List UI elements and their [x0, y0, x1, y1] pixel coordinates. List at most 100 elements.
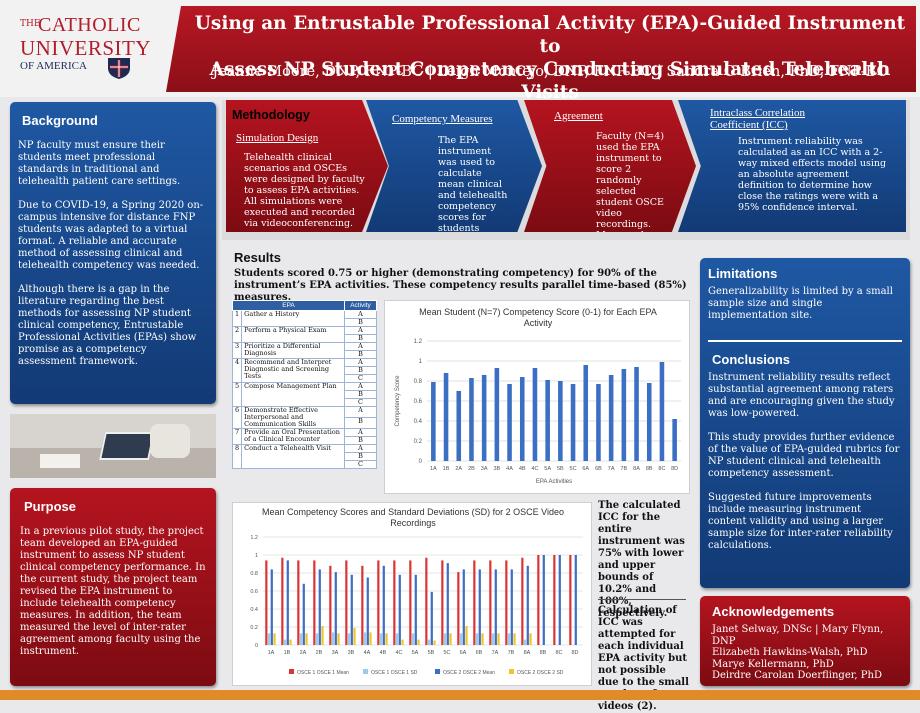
bar-4 — [433, 640, 436, 645]
x-tick-label: 8A — [633, 466, 640, 472]
background-box: Background NP faculty must ensure their … — [10, 102, 216, 404]
bar-3 — [430, 591, 433, 645]
x-tick-label: 5C — [443, 650, 450, 656]
bar-1 — [377, 560, 380, 645]
limitations-text: Generalizability is limited by a small s… — [708, 286, 893, 321]
bar-3 — [510, 569, 513, 645]
background-paragraph: Although there is a gap in the literatur… — [18, 284, 197, 367]
acknowledgements-title: Acknowledgements — [712, 604, 835, 619]
logo-university: UNIVERSITY — [20, 36, 151, 60]
logo-of-america: OF AMERICA — [20, 60, 87, 72]
bar-4 — [321, 626, 324, 645]
legend-label: OSCE 1 OSCE 1 SD — [371, 670, 418, 676]
bar-1 — [425, 557, 428, 645]
epa-number: 5 — [231, 382, 243, 407]
x-tick-label: 7A — [608, 466, 615, 472]
background-text: NP faculty must ensure their students me… — [18, 140, 208, 368]
bar-4 — [305, 633, 308, 645]
y-axis-label: Competency Score — [395, 375, 401, 427]
poster-title: Using an Entrustable Professional Activi… — [190, 12, 910, 104]
legend-swatch — [435, 669, 440, 674]
x-tick-label: 2B — [316, 650, 323, 656]
bar — [481, 375, 487, 461]
x-tick-label: 8A — [524, 650, 531, 656]
x-tick-label: 5A — [544, 466, 551, 472]
epa-name: Provide an Oral Presentation of a Clinic… — [241, 428, 345, 445]
purpose-title: Purpose — [24, 499, 77, 514]
methodology-chevron-3: Agreement Faculty (N=4) used the EPA ins… — [524, 100, 696, 232]
competency-measures-text: The EPA instrument was used to calculate… — [438, 135, 508, 234]
bar — [545, 380, 550, 461]
bar-1 — [281, 557, 284, 645]
x-tick-label: 3A — [481, 466, 488, 472]
bar-2 — [427, 639, 431, 645]
acknowledgement-line: Marye Kellermann, PhD — [712, 658, 834, 670]
x-tick-label: 8B — [646, 466, 653, 472]
logo-the: THE — [20, 19, 41, 29]
epa-name: Compose Management Plan — [241, 382, 345, 407]
y-tick-label: 0 — [255, 643, 258, 649]
bar-2 — [395, 633, 399, 645]
icc-result-text: The calculated ICC for the entire instru… — [598, 500, 685, 619]
bar-2 — [315, 633, 319, 645]
epa-number: 4 — [231, 358, 243, 383]
x-tick-label: 6B — [476, 650, 483, 656]
conclusions-title: Conclusions — [712, 352, 791, 367]
bar — [532, 368, 538, 461]
x-tick-label: 6B — [595, 466, 602, 472]
bar-4 — [337, 633, 340, 645]
bar-3 — [558, 555, 561, 645]
chart1-title: Mean Student (N=7) Competency Score (0-1… — [419, 307, 657, 328]
bar-3 — [526, 565, 529, 645]
x-tick-label: 8C — [658, 466, 665, 472]
bar-1 — [553, 555, 556, 645]
bar-3 — [302, 583, 305, 645]
y-tick-label: 0 — [419, 459, 423, 465]
limitations-divider — [708, 340, 902, 342]
table-row: 5 Compose Management Plan A — [231, 382, 377, 407]
bar-1 — [313, 560, 316, 645]
bar-2 — [443, 633, 447, 645]
background-title: Background — [22, 113, 98, 128]
table-row: C — [233, 460, 377, 469]
bar — [646, 383, 652, 461]
bar-1 — [265, 560, 268, 645]
bar-3 — [574, 555, 577, 645]
bar-3 — [382, 565, 385, 645]
table-header-epa: EPA — [232, 300, 345, 311]
bar-1 — [505, 560, 508, 645]
x-tick-label: 4C — [531, 466, 538, 472]
x-tick-label: 2A — [300, 650, 307, 656]
x-tick-label: 2A — [455, 466, 462, 472]
purpose-box: Purpose In a previous pilot study, the p… — [10, 488, 216, 686]
epa-number: 6 — [231, 406, 243, 429]
x-tick-label: 3A — [332, 650, 339, 656]
bar — [596, 384, 601, 461]
bar-2 — [283, 639, 287, 645]
bar-4 — [353, 627, 356, 645]
bar — [583, 365, 589, 461]
y-tick-label: 1 — [255, 553, 258, 559]
legend-swatch — [289, 669, 294, 674]
x-tick-label: 6A — [460, 650, 467, 656]
bar-4 — [385, 633, 388, 645]
bar — [570, 384, 576, 461]
bar-2 — [379, 633, 383, 645]
bar-2 — [299, 633, 303, 645]
bar — [494, 368, 500, 461]
bar-2 — [363, 632, 367, 645]
acknowledgement-line: Janet Selway, DNSc | Mary Flynn, DNP — [712, 624, 884, 647]
background-paragraph: Due to COVID-19, a Spring 2020 on-campus… — [18, 200, 204, 271]
bar-1 — [521, 557, 524, 645]
methodology-chevron-1: Methodology Simulation Design Telehealth… — [226, 100, 388, 232]
purpose-text: In a previous pilot study, the project t… — [20, 526, 206, 657]
bar-4 — [481, 633, 484, 645]
icc-divider — [598, 599, 686, 600]
bar — [443, 373, 449, 461]
acknowledgement-line: Elizabeth Hawkins-Walsh, PhD — [712, 647, 868, 658]
table-row: B — [233, 417, 377, 429]
icc-heading: Intraclass Correlation Coefficient (ICC) — [710, 107, 805, 131]
conclusions-paragraph: Instrument reliability results reflect s… — [708, 372, 895, 419]
epa-name: Conduct a Telehealth Visit — [241, 444, 345, 469]
bar-1 — [537, 555, 540, 645]
